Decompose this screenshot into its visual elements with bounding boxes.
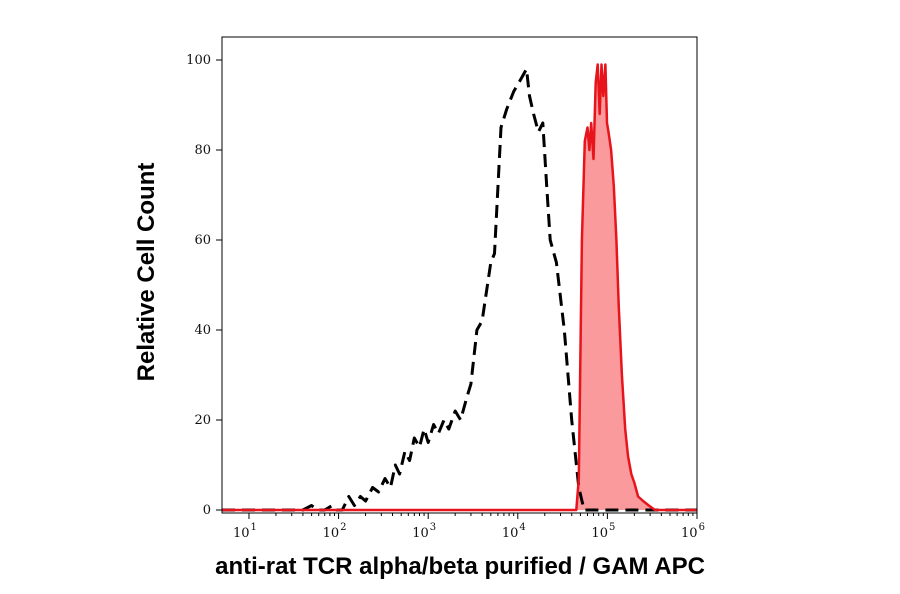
x-tick-label: 104 <box>502 522 526 541</box>
x-tick-exponent: 1 <box>251 522 257 533</box>
x-tick-label: 105 <box>591 522 615 541</box>
x-tick-label: 101 <box>233 522 257 541</box>
x-axis-title: anti-rat TCR alpha/beta purified / GAM A… <box>215 553 705 580</box>
x-tick-exponent: 2 <box>340 522 346 533</box>
x-tick-label: 102 <box>323 522 347 541</box>
y-tick-label: 0 <box>203 503 211 518</box>
y-tick-label: 100 <box>186 53 211 68</box>
x-tick-exponent: 3 <box>430 522 436 533</box>
x-tick-exponent: 5 <box>609 522 615 533</box>
plot-layer <box>222 63 697 512</box>
plot-frame <box>221 36 698 514</box>
x-tick-label: 103 <box>412 522 436 541</box>
series-2-line <box>222 63 697 512</box>
y-axis-title: Relative Cell Count <box>133 163 160 382</box>
y-tick-label: 60 <box>194 233 211 248</box>
y-tick-label: 20 <box>194 413 211 428</box>
x-tick-exponent: 4 <box>519 522 525 533</box>
y-tick-label: 80 <box>194 143 211 158</box>
x-tick-label: 106 <box>681 522 705 541</box>
series-2-fill <box>222 64 697 510</box>
x-tick-exponent: 6 <box>699 522 705 533</box>
series-1-line <box>222 67 697 512</box>
y-tick-label: 40 <box>194 323 211 338</box>
